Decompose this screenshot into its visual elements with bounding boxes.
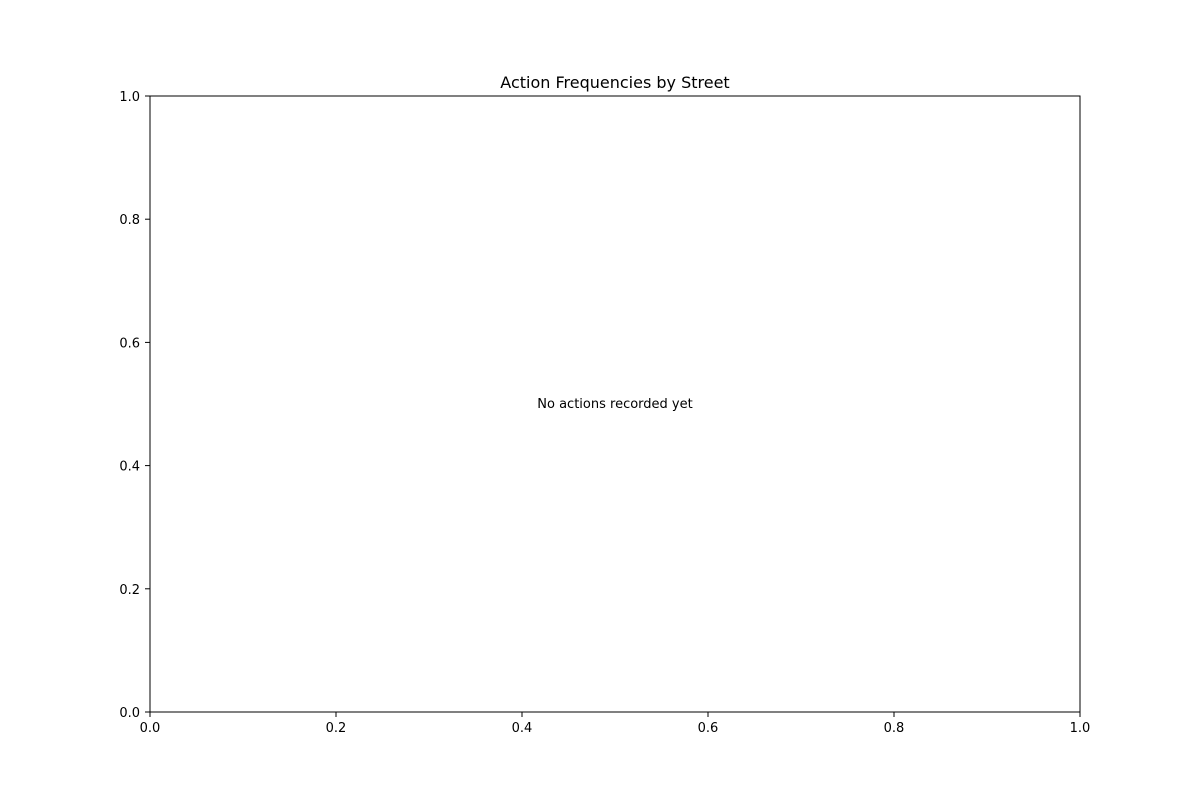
x-tick-label: 1.0 <box>1070 721 1091 736</box>
chart-title: Action Frequencies by Street <box>500 73 729 92</box>
y-tick-label: 0.6 <box>119 336 140 351</box>
y-tick-label: 0.8 <box>119 213 140 228</box>
y-tick-label: 1.0 <box>119 90 140 105</box>
x-tick-label: 0.6 <box>698 721 719 736</box>
y-axis: 0.0 0.2 0.4 0.6 0.8 1.0 <box>119 90 150 721</box>
y-tick-label: 0.4 <box>119 460 140 475</box>
y-tick-label: 0.0 <box>119 706 140 721</box>
y-tick-label: 0.2 <box>119 583 140 598</box>
plot-area-frame <box>149 95 1081 713</box>
x-tick-label: 0.0 <box>140 721 161 736</box>
empty-state-annotation: No actions recorded yet <box>537 397 692 412</box>
x-tick-label: 0.2 <box>326 721 347 736</box>
x-tick-label: 0.4 <box>512 721 533 736</box>
x-tick-label: 0.8 <box>884 721 905 736</box>
x-axis: 0.0 0.2 0.4 0.6 0.8 1.0 <box>140 712 1091 736</box>
